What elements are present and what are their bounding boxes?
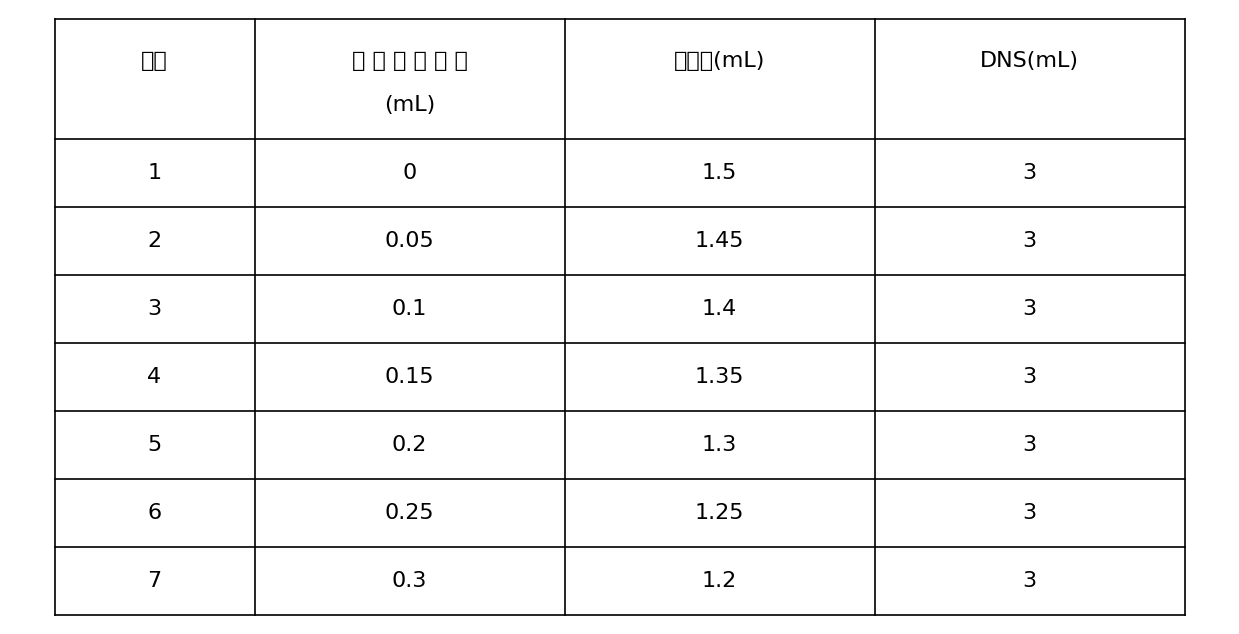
Text: 5: 5 [147,435,161,455]
Text: 3: 3 [1022,435,1037,455]
Text: 1.45: 1.45 [695,231,745,251]
Text: 3: 3 [1022,231,1037,251]
Text: 1.5: 1.5 [701,163,737,183]
Text: 3: 3 [1022,571,1037,591]
Text: 7: 7 [147,571,161,591]
Text: 0: 0 [403,163,416,183]
Text: 0.3: 0.3 [392,571,427,591]
Text: 2: 2 [147,231,161,251]
Text: 1: 1 [147,163,161,183]
Text: 0.1: 0.1 [392,299,427,319]
Text: 3: 3 [1022,163,1037,183]
Text: 3: 3 [1022,367,1037,387]
Text: 0.2: 0.2 [392,435,427,455]
Text: 1.35: 1.35 [695,367,745,387]
Text: 1.25: 1.25 [695,503,745,523]
Text: 1.2: 1.2 [701,571,737,591]
Text: 1.4: 1.4 [701,299,737,319]
Text: DNS(mL): DNS(mL) [980,51,1079,71]
Text: 0.05: 0.05 [384,231,435,251]
Text: 1.3: 1.3 [701,435,737,455]
Text: 管号: 管号 [141,51,167,71]
Text: 葡 萄 糖 标 准 液: 葡 萄 糖 标 准 液 [352,51,467,71]
Text: 3: 3 [1022,503,1037,523]
Text: 3: 3 [147,299,161,319]
Text: (mL): (mL) [384,95,435,115]
Text: 0.25: 0.25 [384,503,435,523]
Text: 3: 3 [1022,299,1037,319]
Text: 4: 4 [147,367,161,387]
Text: 0.15: 0.15 [384,367,435,387]
Text: 6: 6 [147,503,161,523]
Text: 蘸馏水(mL): 蘸馏水(mL) [674,51,766,71]
